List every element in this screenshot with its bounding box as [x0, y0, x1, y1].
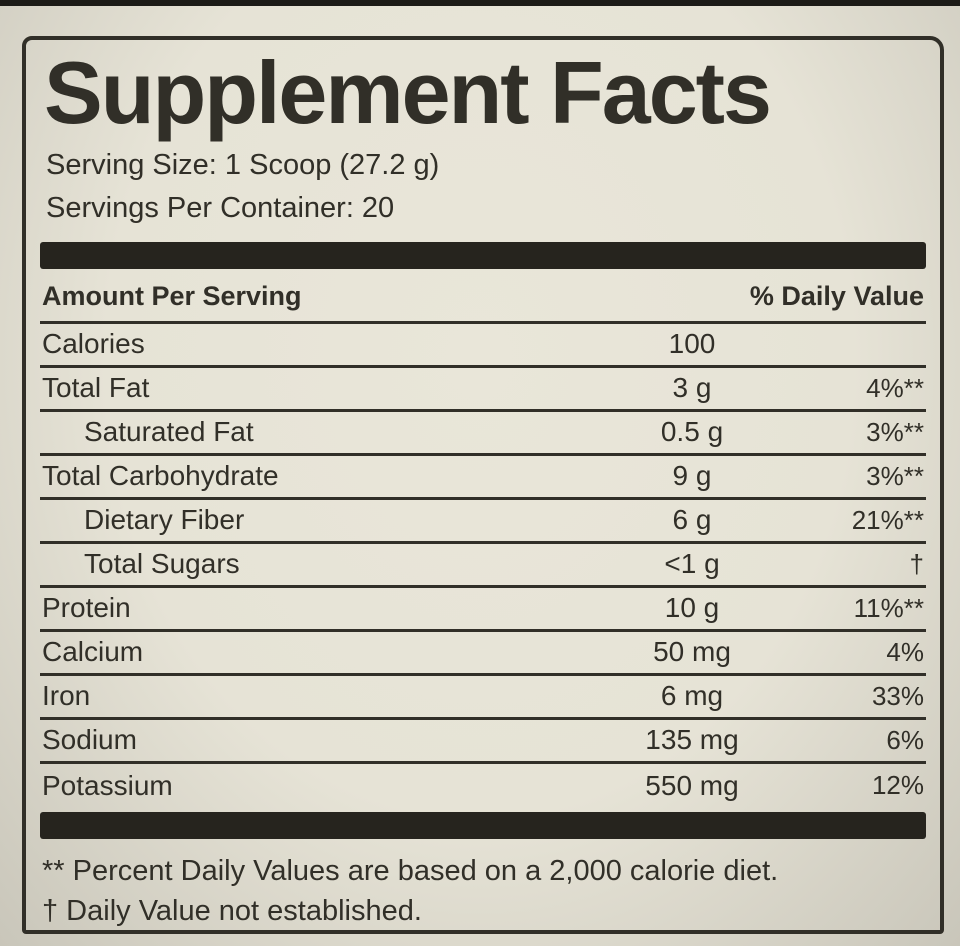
nutrient-rows: Calories 100 Total Fat 3 g 4%** Saturate… [40, 324, 926, 808]
nutrient-name: Sodium [42, 724, 137, 755]
nutrient-name: Total Fat [42, 372, 150, 403]
nutrient-amount: 550 mg [645, 769, 739, 801]
nutrient-dv: 33% [871, 680, 924, 711]
footnotes: ** Percent Daily Values are based on a 2… [40, 839, 926, 932]
nutrient-row: Calcium 50 mg 4% [40, 632, 926, 676]
nutrient-row: Total Fat 3 g 4%** [40, 368, 926, 412]
photo-top-edge [0, 0, 960, 6]
servings-per-container: Servings Per Container: 20 [46, 192, 395, 225]
nutrient-dv: 4% [886, 636, 924, 667]
footnote-dagger: † Daily Value not established. [42, 895, 422, 928]
nutrient-row: Calories 100 [40, 324, 926, 368]
footnote-daily-values: ** Percent Daily Values are based on a 2… [42, 854, 779, 887]
nutrient-dv: 6% [886, 724, 924, 755]
nutrient-dv: † [909, 548, 924, 579]
nutrient-name: Protein [42, 592, 131, 623]
nutrient-dv: 4%** [866, 372, 924, 403]
nutrient-row: Iron 6 mg 33% [40, 676, 926, 720]
nutrient-amount: 0.5 g [660, 416, 724, 447]
nutrient-row: Dietary Fiber 6 g 21%** [40, 500, 926, 544]
nutrient-amount: 3 g [672, 372, 712, 403]
nutrient-amount: 9 g [672, 460, 712, 491]
amount-per-serving-header: Amount Per Serving [42, 280, 302, 311]
nutrient-amount: 50 mg [653, 636, 731, 667]
nutrient-amount: 135 mg [645, 724, 739, 755]
nutrient-row: Total Carbohydrate 9 g 3%** [40, 456, 926, 500]
nutrient-amount: 6 g [672, 504, 712, 535]
panel-title: Supplement Facts [44, 43, 772, 142]
divider-bar-top [40, 241, 926, 269]
nutrient-amount: 6 mg [660, 680, 724, 711]
nutrient-name: Calories [42, 328, 145, 359]
nutrient-name: Total Sugars [84, 548, 240, 579]
divider-bar-bottom [40, 811, 926, 839]
nutrient-name: Iron [42, 680, 91, 711]
nutrient-dv: 12% [871, 770, 924, 800]
nutrient-dv: 3%** [866, 416, 924, 447]
table-header: Amount Per Serving % Daily Value [40, 269, 926, 324]
serving-size: Serving Size: 1 Scoop (27.2 g) [46, 148, 440, 181]
percent-daily-value-header: % Daily Value [749, 280, 924, 311]
nutrient-name: Saturated Fat [84, 416, 254, 447]
nutrient-dv: 3%** [866, 460, 924, 491]
nutrient-amount: 10 g [664, 592, 720, 623]
nutrient-name: Total Carbohydrate [42, 460, 279, 491]
nutrient-row: Total Sugars <1 g † [40, 544, 926, 588]
nutrient-name: Dietary Fiber [84, 504, 245, 535]
nutrient-row: Sodium 135 mg 6% [40, 720, 926, 764]
nutrient-name: Potassium [42, 769, 173, 801]
nutrient-row: Protein 10 g 11%** [40, 588, 926, 632]
nutrient-row: Potassium 550 mg 12% [40, 764, 926, 808]
nutrient-dv: 21%** [851, 504, 924, 535]
nutrient-row: Saturated Fat 0.5 g 3%** [40, 412, 926, 456]
nutrient-name: Calcium [42, 636, 144, 667]
nutrient-amount: <1 g [664, 548, 720, 579]
nutrient-amount: 100 [668, 328, 716, 359]
supplement-facts-panel: Supplement Facts Serving Size: 1 Scoop (… [22, 36, 944, 934]
nutrient-dv: 11%** [853, 592, 924, 623]
